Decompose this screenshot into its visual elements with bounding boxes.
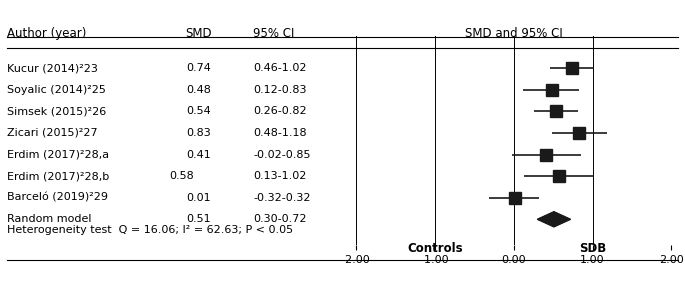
Text: 0.51: 0.51: [186, 214, 211, 224]
Text: Controls: Controls: [407, 242, 463, 255]
Text: SMD and 95% CI: SMD and 95% CI: [465, 27, 562, 40]
Text: 0.26-0.82: 0.26-0.82: [253, 106, 307, 116]
Text: 0.46-1.02: 0.46-1.02: [253, 63, 307, 73]
Text: Simsek (2015)²26: Simsek (2015)²26: [7, 106, 106, 116]
Text: 0.48: 0.48: [186, 85, 211, 95]
Text: Author (year): Author (year): [7, 27, 86, 40]
Text: Kucur (2014)²23: Kucur (2014)²23: [7, 63, 98, 73]
Text: 0.58: 0.58: [169, 171, 194, 181]
Polygon shape: [537, 212, 571, 227]
Text: 0.48-1.18: 0.48-1.18: [253, 128, 307, 138]
Text: SDB: SDB: [579, 242, 606, 255]
Text: Heterogeneity test  Q = 16.06; I² = 62.63; P < 0.05: Heterogeneity test Q = 16.06; I² = 62.63…: [7, 225, 293, 235]
Text: 0.74: 0.74: [186, 63, 211, 73]
Text: 0.41: 0.41: [186, 150, 211, 160]
Text: 0.13-1.02: 0.13-1.02: [253, 171, 307, 181]
Text: Zicari (2015)²27: Zicari (2015)²27: [7, 128, 97, 138]
Text: 95% CI: 95% CI: [253, 27, 295, 40]
Text: Erdim (2017)²28,a: Erdim (2017)²28,a: [7, 150, 109, 160]
Text: -0.32-0.32: -0.32-0.32: [253, 193, 311, 203]
Text: 0.12-0.83: 0.12-0.83: [253, 85, 307, 95]
Text: 0.01: 0.01: [186, 193, 211, 203]
Text: SMD: SMD: [186, 27, 212, 40]
Text: Barceló (2019)²29: Barceló (2019)²29: [7, 193, 108, 203]
Text: 0.83: 0.83: [186, 128, 211, 138]
Text: -0.02-0.85: -0.02-0.85: [253, 150, 311, 160]
Text: Random model: Random model: [7, 214, 91, 224]
Text: 0.30-0.72: 0.30-0.72: [253, 214, 307, 224]
Text: Soyalic (2014)²25: Soyalic (2014)²25: [7, 85, 105, 95]
Text: 0.54: 0.54: [186, 106, 211, 116]
Text: Erdim (2017)²28,b: Erdim (2017)²28,b: [7, 171, 109, 181]
